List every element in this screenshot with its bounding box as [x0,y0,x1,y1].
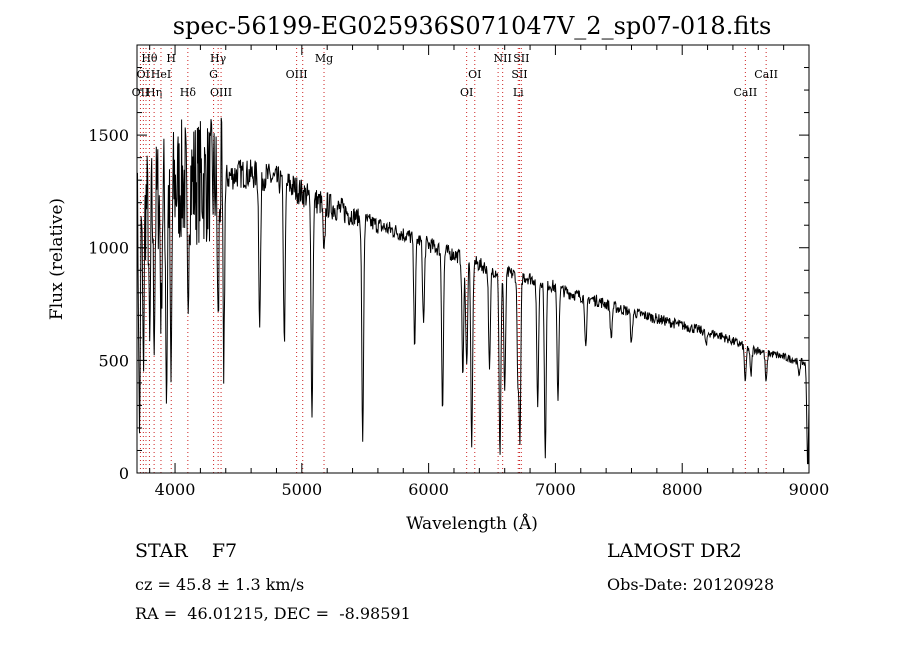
y-tick-label: 1000 [88,239,129,258]
x-tick-label: 7000 [535,480,576,499]
y-tick-label: 500 [98,351,129,370]
x-tick-label: 6000 [408,480,449,499]
survey-label: LAMOST DR2 [607,540,742,562]
y-axis: 0 500 1000 1500 [88,67,809,483]
y-tick-label: 0 [119,464,129,483]
x-tick-label: 4000 [155,480,196,499]
y-tick-label: 1500 [88,126,129,145]
plot-frame [136,44,810,474]
line-marker-label: OI [468,68,481,81]
line-marker-label: OII [132,86,150,99]
x-tick-label: 5000 [281,480,322,499]
redshift-label: cz = 45.8 ± 1.3 km/s [135,575,305,594]
chart-title: spec-56199-EG025936S071047V_2_sp07-018.f… [173,12,772,40]
spectrum-line [136,117,810,465]
coordinates-label: RA = 46.01215, DEC = -8.98591 [135,604,411,623]
line-marker-label: Hδ [180,86,197,99]
line-marker-label: CaII [754,68,778,81]
x-axis-label: Wavelength (Å) [406,513,538,534]
x-tick-label: 9000 [789,480,830,499]
classification-label: STAR F7 [135,540,238,562]
obs-date-label: Obs-Date: 20120928 [607,575,775,594]
line-marker-label: CaII [734,86,758,99]
y-axis-label: Flux (relative) [47,198,67,320]
line-marker-label: OIII [286,68,308,81]
spectrum-chart: spec-56199-EG025936S071047V_2_sp07-018.f… [47,12,830,534]
line-marker-label: Li [513,86,524,99]
x-tick-label: 8000 [662,480,703,499]
line-marker-label: NII [494,52,512,65]
line-marker-label: SII [513,52,529,65]
line-markers: OIIOIHηHθHeIHHδGHγOIIIOIIIMgOIOINIILiSII… [132,48,778,473]
line-marker-label: OIII [210,86,232,99]
line-marker-label: H [166,52,176,65]
line-marker-label: Mg [315,52,333,65]
line-marker-label: G [209,68,218,81]
x-axis: 4000 5000 6000 7000 8000 9000 [149,45,830,499]
line-marker-label: SII [511,68,527,81]
line-marker-label: Hθ [141,52,158,65]
line-marker-label: OI [460,86,473,99]
line-marker-label: OI [137,68,150,81]
line-marker-label: HeI [151,68,171,81]
line-marker-label: Hγ [210,52,227,65]
